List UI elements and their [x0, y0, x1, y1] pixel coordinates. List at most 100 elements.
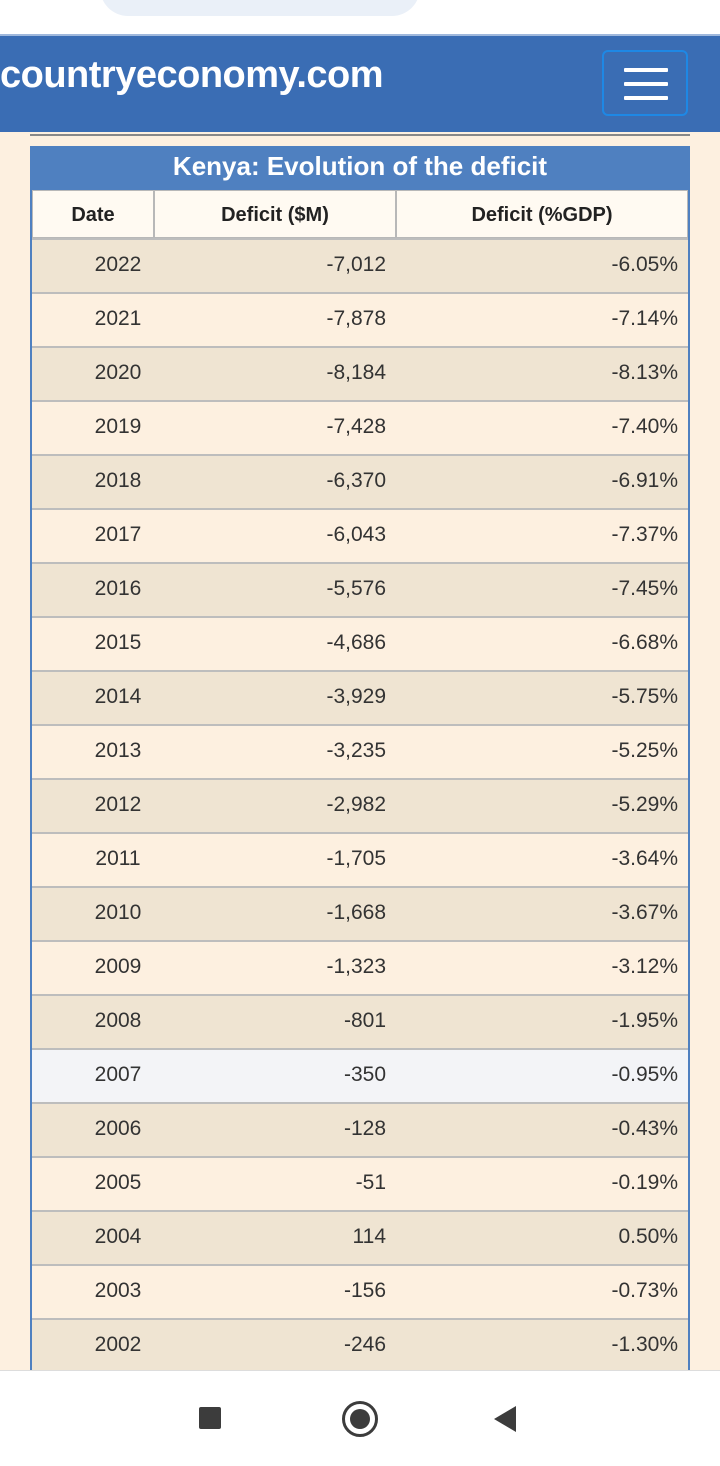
cell-deficit-gdp: -3.12%: [611, 955, 678, 978]
table-row: 2009 -1,323 -3.12%: [32, 940, 688, 994]
table-row: 2017 -6,043 -7.37%: [32, 508, 688, 562]
cell-date: 2002: [94, 1333, 142, 1356]
cell-date: 2014: [94, 685, 142, 708]
site-header: countryeconomy.com: [0, 34, 720, 132]
table-row: 2015 -4,686 -6.68%: [32, 616, 688, 670]
table-body: 2022 -7,012 -6.05% 2021 -7,878 -7.14% 2020 -8,1…: [32, 238, 688, 1372]
cell-deficit-m: -7,878: [326, 307, 386, 330]
cell-deficit-gdp: -6.68%: [611, 631, 678, 654]
cell-date: 2020: [94, 361, 142, 384]
table-row: 2021 -7,878 -7.14%: [32, 292, 688, 346]
cell-date: 2003: [94, 1279, 142, 1302]
cell-deficit-gdp: -3.64%: [611, 847, 678, 870]
square-icon[interactable]: [199, 1407, 221, 1429]
cell-deficit-m: -1,323: [326, 955, 386, 978]
cell-deficit-gdp: -1.30%: [611, 1333, 678, 1356]
table-row: 2004 114 0.50%: [32, 1210, 688, 1264]
divider: [30, 134, 690, 136]
cell-deficit-gdp: -3.67%: [611, 901, 678, 924]
cell-date: 2015: [94, 631, 142, 654]
table-row: 2003 -156 -0.73%: [32, 1264, 688, 1318]
circle-home-icon[interactable]: [342, 1401, 378, 1437]
table-header-row: Date Deficit ($M) Deficit (%GDP): [32, 190, 688, 238]
cell-date: 2016: [94, 577, 142, 600]
cell-deficit-m: 114: [352, 1225, 386, 1248]
cell-deficit-m: -801: [343, 1009, 386, 1032]
cell-deficit-m: -51: [355, 1171, 386, 1194]
cell-deficit-m: -7,428: [326, 415, 386, 438]
table-row: 2010 -1,668 -3.67%: [32, 886, 688, 940]
cell-deficit-gdp: -5.25%: [611, 739, 678, 762]
cell-date: 2018: [94, 469, 142, 492]
cell-deficit-gdp: -0.43%: [611, 1117, 678, 1140]
site-logo[interactable]: countryeconomy.com: [0, 54, 384, 96]
cell-deficit-gdp: -6.05%: [611, 253, 678, 276]
menu-button[interactable]: [602, 50, 688, 116]
cell-date: 2019: [94, 415, 142, 438]
cell-date: 2022: [94, 253, 142, 276]
table-row: 2013 -3,235 -5.25%: [32, 724, 688, 778]
android-nav-bar: [0, 1370, 720, 1466]
cell-deficit-gdp: -6.91%: [611, 469, 678, 492]
cell-date: 2008: [94, 1009, 142, 1032]
cell-date: 2005: [94, 1171, 142, 1194]
cell-deficit-m: -4,686: [326, 631, 386, 654]
cell-deficit-m: -128: [343, 1117, 386, 1140]
cell-date: 2006: [94, 1117, 142, 1140]
browser-top-strip: [0, 0, 720, 34]
cell-deficit-m: -156: [343, 1279, 386, 1302]
cell-date: 2021: [94, 307, 142, 330]
cell-date: 2007: [94, 1063, 142, 1086]
cell-deficit-m: -246: [343, 1333, 386, 1356]
cell-date: 2012: [94, 793, 142, 816]
cell-date: 2010: [94, 901, 142, 924]
cell-deficit-gdp: -5.75%: [611, 685, 678, 708]
table-row: 2012 -2,982 -5.29%: [32, 778, 688, 832]
table-row: 2011 -1,705 -3.64%: [32, 832, 688, 886]
cell-deficit-gdp: -5.29%: [611, 793, 678, 816]
table-caption: Kenya: Evolution of the deficit: [30, 146, 690, 190]
cell-deficit-gdp: -0.73%: [611, 1279, 678, 1302]
cell-deficit-m: -3,929: [326, 685, 386, 708]
cell-deficit-gdp: -7.45%: [611, 577, 678, 600]
table-row: 2002 -246 -1.30%: [32, 1318, 688, 1372]
cell-deficit-m: -6,370: [326, 469, 386, 492]
column-header-date[interactable]: Date: [32, 190, 154, 238]
cell-date: 2004: [94, 1225, 142, 1248]
cell-deficit-m: -2,982: [326, 793, 386, 816]
cell-deficit-gdp: 0.50%: [618, 1225, 678, 1248]
cell-deficit-m: -350: [343, 1063, 386, 1086]
cell-date: 2017: [94, 523, 142, 546]
table-row: 2014 -3,929 -5.75%: [32, 670, 688, 724]
cell-deficit-m: -8,184: [326, 361, 386, 384]
table-row: 2005 -51 -0.19%: [32, 1156, 688, 1210]
column-header-deficit-m[interactable]: Deficit ($M): [154, 190, 396, 238]
cell-deficit-m: -1,668: [326, 901, 386, 924]
table-row: 2020 -8,184 -8.13%: [32, 346, 688, 400]
column-header-deficit-gdp[interactable]: Deficit (%GDP): [396, 190, 688, 238]
cell-deficit-m: -5,576: [326, 577, 386, 600]
table-row: 2007 -350 -0.95%: [32, 1048, 688, 1102]
cell-deficit-gdp: -7.40%: [611, 415, 678, 438]
table-row: 2016 -5,576 -7.45%: [32, 562, 688, 616]
cell-deficit-gdp: -0.19%: [611, 1171, 678, 1194]
address-bar-pill[interactable]: [100, 0, 420, 16]
cell-deficit-gdp: -0.95%: [611, 1063, 678, 1086]
cell-date: 2011: [95, 847, 141, 870]
cell-deficit-gdp: -7.37%: [611, 523, 678, 546]
cell-deficit-m: -3,235: [326, 739, 386, 762]
cell-date: 2009: [94, 955, 142, 978]
table-row: 2022 -7,012 -6.05%: [32, 238, 688, 292]
page-content: Kenya: Evolution of the deficit Date Def…: [0, 132, 720, 1372]
cell-deficit-gdp: -8.13%: [611, 361, 678, 384]
cell-deficit-gdp: -7.14%: [611, 307, 678, 330]
cell-deficit-m: -1,705: [326, 847, 386, 870]
table-row: 2006 -128 -0.43%: [32, 1102, 688, 1156]
cell-deficit-m: -7,012: [326, 253, 386, 276]
table-row: 2019 -7,428 -7.40%: [32, 400, 688, 454]
deficit-table: Date Deficit ($M) Deficit (%GDP) 2022 -7,…: [30, 190, 690, 1372]
table-row: 2008 -801 -1.95%: [32, 994, 688, 1048]
cell-date: 2013: [94, 739, 142, 762]
cell-deficit-gdp: -1.95%: [611, 1009, 678, 1032]
triangle-back-icon[interactable]: [494, 1406, 516, 1432]
